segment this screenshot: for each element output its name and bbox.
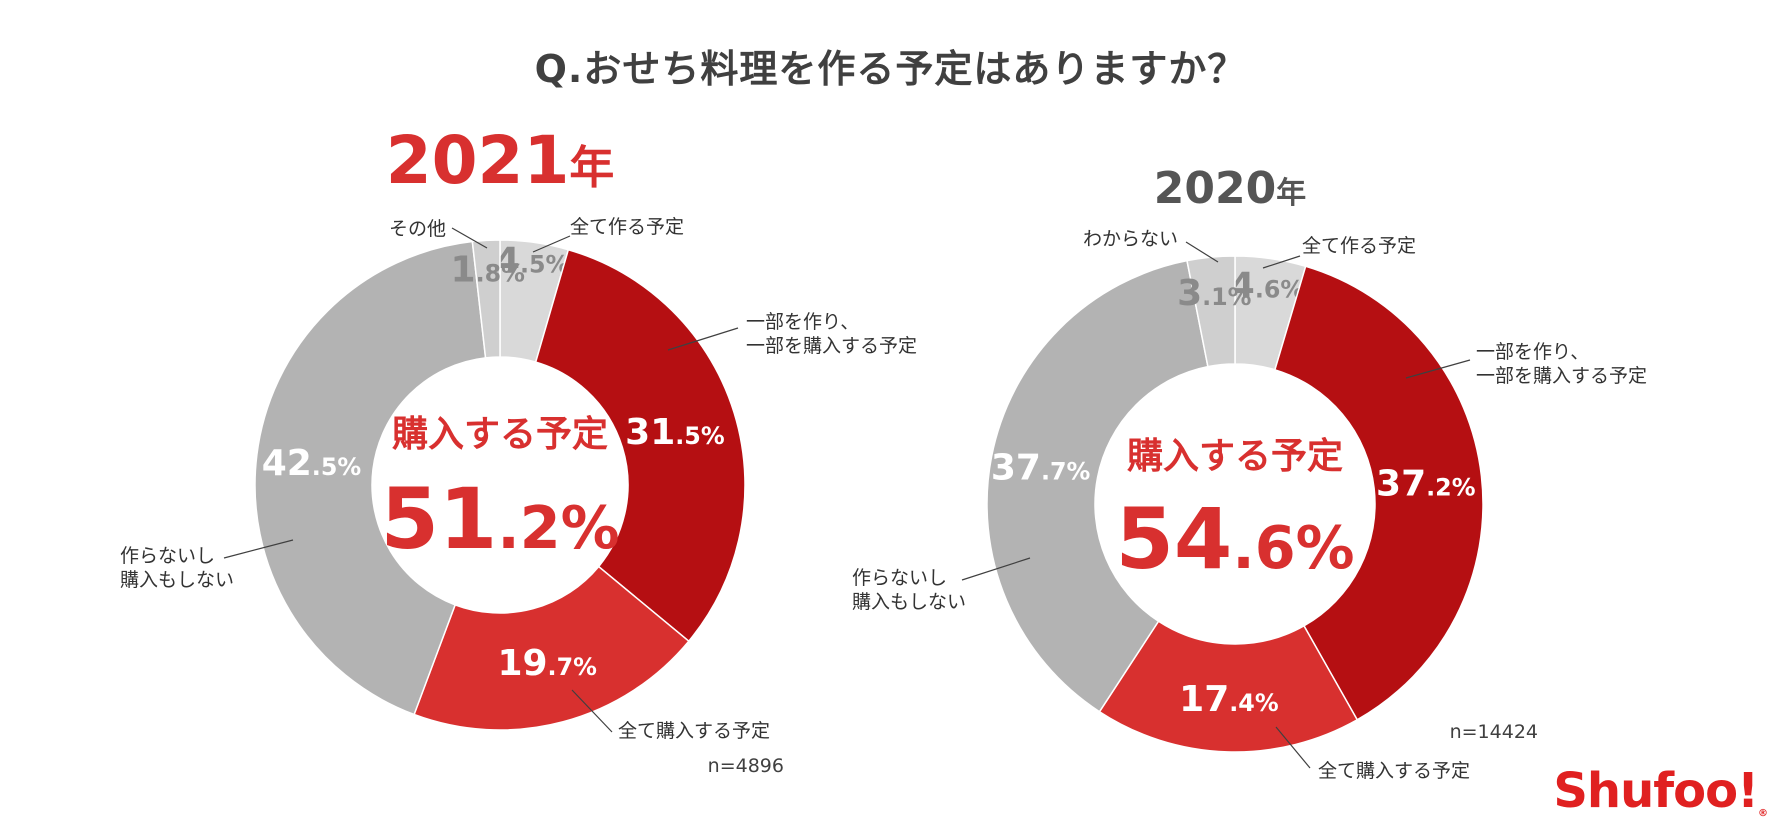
registered-mark: ® (1758, 808, 1768, 819)
leader-line (667, 327, 739, 351)
leader-line (961, 557, 1031, 581)
slice-category-label: 全て作る予定 (570, 216, 684, 238)
slice-category-label: 一部を作り、一部を購入する予定 (746, 311, 917, 357)
slice-value-label: 1.8% (451, 249, 526, 290)
slice-category-label: 全て作る予定 (1302, 235, 1416, 257)
slice-category-label: 全て購入する予定 (1318, 760, 1470, 782)
leader-line (1185, 241, 1219, 263)
leader-line (1275, 726, 1311, 769)
logo-text: Shufoo! (1553, 763, 1759, 819)
pie-slice (413, 565, 690, 731)
center-value: 54.6% (1115, 490, 1354, 588)
sample-size-label: n=4896 (708, 755, 784, 777)
leader-line (571, 689, 613, 733)
slice-value-label: 19.7% (497, 643, 597, 684)
slice-value-label: 17.4% (1179, 679, 1279, 720)
pie-slice (1098, 620, 1359, 753)
chart-title: Q.おせち料理を作る予定はありますか？ (534, 47, 1247, 91)
slice-category-label: 作らないし購入もしない (120, 545, 234, 591)
slice-value-label: 37.2% (1376, 463, 1476, 504)
pie-slice (986, 259, 1209, 713)
pie-slice (471, 239, 501, 359)
slice-category-label: その他 (389, 218, 446, 240)
donut-chart-1: 4.6%全て作る予定37.2%一部を作り、一部を購入する予定17.4%全て購入す… (852, 163, 1647, 782)
year-label: 2021年 (386, 122, 615, 199)
pie-slice (1186, 255, 1236, 368)
year-label: 2020年 (1154, 163, 1306, 214)
pie-slice (254, 240, 487, 716)
sample-size-label: n=14424 (1450, 721, 1538, 743)
slice-value-label: 3.1% (1177, 273, 1252, 314)
leader-line (532, 235, 571, 253)
pie-slice (534, 248, 746, 643)
pie-slice (1273, 265, 1484, 721)
leader-line (1405, 359, 1471, 379)
slice-value-label: 42.5% (262, 443, 362, 484)
slice-category-label: 一部を作り、一部を購入する予定 (1476, 341, 1647, 387)
donut-chart-0: 4.5%全て作る予定31.5%一部を作り、一部を購入する予定19.7%全て購入す… (120, 122, 917, 777)
slice-value-label: 37.7% (991, 447, 1091, 488)
leader-line (451, 227, 488, 249)
slice-category-label: 作らないし購入もしない (852, 567, 966, 613)
center-value: 51.2% (380, 470, 619, 568)
leader-line (223, 539, 294, 559)
slice-category-label: 全て購入する予定 (618, 720, 770, 742)
slice-value-label: 31.5% (625, 412, 725, 453)
center-label: 購入する予定 (1127, 436, 1343, 477)
shufoo-logo: Shufoo!® (1553, 763, 1768, 819)
center-label: 購入する予定 (392, 414, 608, 455)
slice-category-label: わからない (1083, 228, 1178, 250)
leader-line (1262, 255, 1301, 269)
